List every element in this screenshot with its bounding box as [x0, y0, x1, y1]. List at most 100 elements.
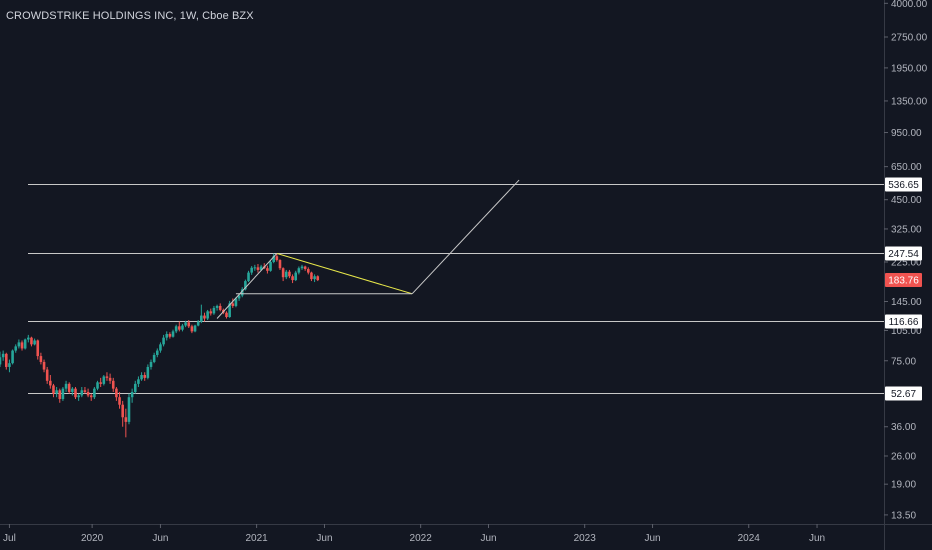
candle-body	[137, 379, 140, 384]
candle-body	[266, 268, 269, 271]
candle-body	[49, 380, 52, 386]
candle-body	[149, 361, 153, 367]
candle-body	[83, 390, 87, 392]
price-tick-label: 19.00	[891, 480, 916, 491]
candle-body	[218, 305, 222, 310]
candle-body	[184, 322, 187, 326]
time-tick-label: Jun	[152, 533, 168, 544]
candle-body	[259, 266, 263, 270]
candle-body	[240, 289, 244, 296]
candle-body	[181, 325, 184, 330]
candle-body	[0, 357, 2, 365]
time-tick-label: 2022	[410, 533, 433, 544]
candle-body	[105, 376, 109, 378]
candle-body	[8, 363, 11, 367]
candle-body	[206, 311, 209, 319]
price-level-label: 247.54	[888, 249, 919, 260]
candle-body	[159, 344, 162, 351]
candle-body	[256, 267, 260, 270]
price-level-badge	[885, 314, 922, 329]
candle-body	[316, 276, 320, 281]
price-tick-label: 1350.00	[891, 96, 928, 107]
candle-body	[111, 380, 115, 389]
candle-body	[42, 361, 46, 370]
price-level-badge	[885, 177, 922, 192]
price-tick-label: 650.00	[891, 162, 922, 173]
candle-body	[212, 307, 216, 314]
candle-body	[303, 266, 307, 270]
candle-body	[4, 353, 8, 367]
candle-body	[77, 395, 80, 398]
price-level-label: 536.65	[888, 180, 919, 191]
candle-body	[231, 303, 235, 306]
price-tick-label: 13.50	[891, 510, 916, 521]
candle-body	[1, 353, 5, 358]
candle-body	[269, 262, 272, 271]
time-tick-label: 2020	[81, 533, 104, 544]
candle-body	[55, 390, 58, 394]
candle-body	[143, 375, 147, 378]
price-tick-label: 950.00	[891, 128, 922, 139]
price-tick-label: 325.00	[891, 224, 922, 235]
price-tick-label: 36.00	[891, 422, 916, 433]
candle-body	[67, 383, 71, 392]
candle-body	[152, 354, 156, 362]
candle-body	[178, 326, 181, 330]
candle-body	[36, 340, 40, 357]
time-tick-label: 2023	[574, 533, 597, 544]
candle-body	[171, 331, 175, 337]
candle-body	[30, 337, 33, 345]
time-tick-label: Jul	[3, 533, 16, 544]
candle-body	[247, 272, 250, 282]
candle-body	[71, 388, 74, 392]
time-tick-label: 2024	[738, 533, 761, 544]
time-tick-label: Jun	[644, 533, 660, 544]
candle-body	[215, 305, 219, 308]
price-tick-label: 105.00	[891, 326, 922, 337]
candle-body	[234, 298, 238, 306]
candle-body	[200, 315, 203, 322]
candle-body	[133, 383, 137, 392]
candle-body	[127, 397, 131, 422]
candle-body	[174, 326, 178, 332]
candle-body	[225, 312, 228, 318]
candle-body	[20, 342, 24, 349]
candle-body	[193, 325, 197, 332]
candle-body	[17, 342, 21, 347]
candle-body	[14, 346, 18, 351]
candle-body	[237, 295, 241, 299]
candle-body	[124, 417, 128, 422]
candle-body	[294, 272, 298, 281]
candle-body	[281, 268, 285, 278]
candle-body	[310, 272, 313, 280]
candle-body	[288, 271, 291, 277]
candle-body	[93, 388, 96, 398]
price-tick-label: 26.00	[891, 451, 916, 462]
candle-body	[64, 383, 68, 389]
candle-body	[45, 369, 49, 381]
candle-body	[284, 271, 288, 278]
drawing-segment	[411, 179, 520, 295]
candle-body	[89, 395, 93, 398]
candle-body	[272, 256, 275, 263]
candle-body	[108, 377, 112, 381]
drawing-segment	[216, 253, 278, 319]
candle-body	[291, 276, 294, 281]
candle-body	[39, 356, 43, 362]
candle-body	[146, 366, 150, 378]
candle-body	[102, 376, 106, 384]
candle-body	[86, 391, 90, 396]
candle-body	[275, 256, 279, 261]
candle-body	[168, 334, 172, 337]
candle-body	[33, 340, 36, 345]
candle-body	[244, 281, 247, 290]
price-level-badge	[885, 386, 922, 401]
time-tick-label: Jun	[480, 533, 496, 544]
candle-body	[300, 266, 304, 269]
candle-body	[190, 326, 194, 332]
last-price-badge	[885, 273, 922, 287]
candle-body	[165, 334, 169, 338]
candle-body	[52, 385, 55, 394]
candle-body	[196, 321, 200, 326]
